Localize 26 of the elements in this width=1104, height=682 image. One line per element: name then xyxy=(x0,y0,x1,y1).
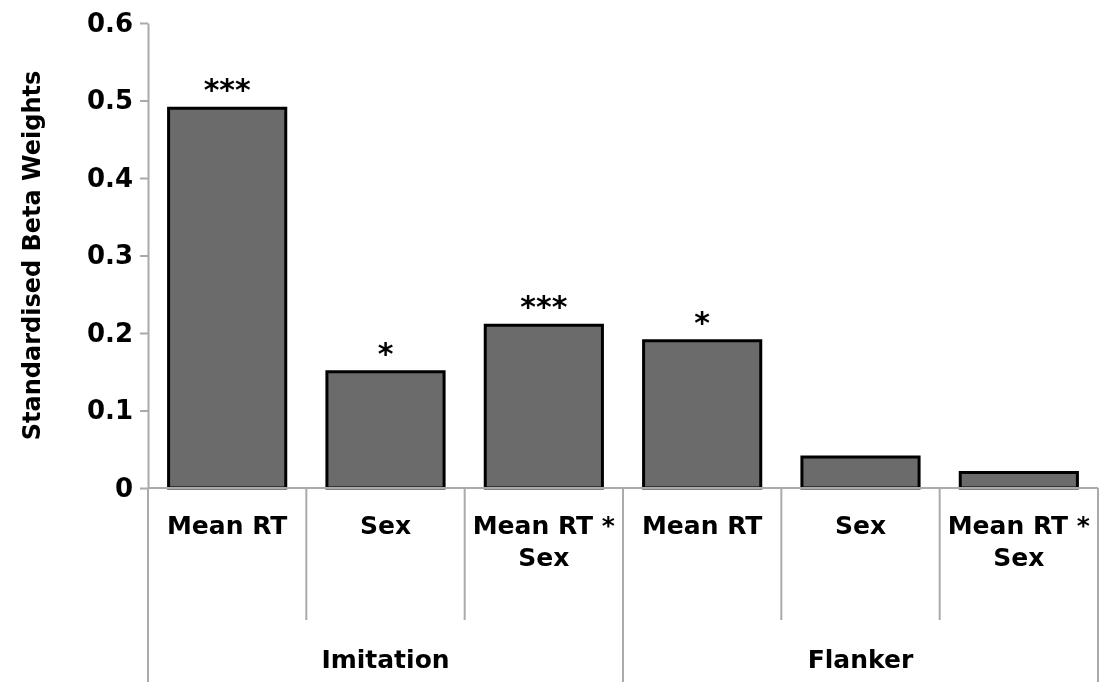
bar xyxy=(325,370,446,490)
bar xyxy=(958,471,1079,490)
data-label: * xyxy=(694,304,711,340)
data-label: * xyxy=(377,335,394,371)
x-tick-label: Mean RT * Sex xyxy=(947,511,1090,572)
text: Imitation xyxy=(321,645,450,674)
data-label: *** xyxy=(520,289,568,325)
x-tick-label: Sex xyxy=(359,511,412,540)
y-tick-label: 0.3 xyxy=(86,240,133,271)
y-tick-label: 0.2 xyxy=(86,317,133,348)
y-axis-title: Standardised Beta Weights xyxy=(18,70,46,441)
y-tick-label: 0.4 xyxy=(86,162,133,193)
y-tick-label: 0.6 xyxy=(86,7,133,38)
y-tick-label: 0.5 xyxy=(86,85,133,116)
bar xyxy=(800,455,921,490)
data-label: *** xyxy=(203,72,251,108)
bar xyxy=(642,339,763,490)
y-tick-label: 0 xyxy=(114,472,133,503)
x-tick-label: Mean RT xyxy=(166,511,288,540)
x-tick-label: Sex xyxy=(834,511,887,540)
bar xyxy=(167,106,288,490)
x-tick-label: Mean RT xyxy=(641,511,763,540)
text: Flanker xyxy=(807,645,914,674)
bar xyxy=(483,323,604,490)
y-tick-label: 0.1 xyxy=(86,395,133,426)
x-tick-label: Mean RT * Sex xyxy=(472,511,615,572)
